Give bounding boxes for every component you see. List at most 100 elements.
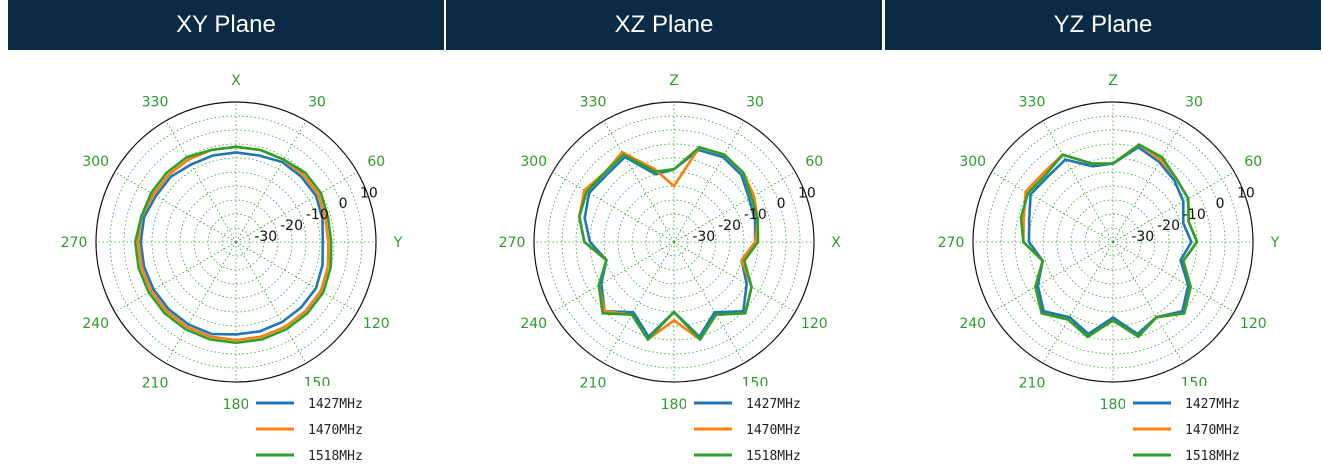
yz-plane-title: YZ Plane — [885, 0, 1321, 50]
grid-circle — [221, 227, 251, 257]
radial-tick-label: -30 — [254, 229, 277, 245]
grid-circle — [603, 171, 745, 313]
series-line-1470MHz — [577, 145, 760, 342]
angle-label: 270 — [499, 235, 526, 251]
grid-circle — [1098, 227, 1128, 257]
grid-spoke — [1112, 241, 1184, 364]
radial-tick-label: 0 — [777, 196, 786, 212]
angle-label: 330 — [580, 95, 607, 111]
grid-spoke — [114, 241, 237, 313]
grid-spoke — [235, 241, 358, 313]
xy-plane-title: XY Plane — [8, 0, 444, 50]
grid-spoke — [673, 241, 796, 313]
outer-circle — [972, 101, 1254, 383]
series-line-1518MHz — [133, 145, 333, 345]
grid-spoke — [552, 171, 675, 243]
legend-label: 1518MHz — [1185, 449, 1240, 464]
grid-circle — [1014, 143, 1212, 341]
angle-label: Y — [393, 235, 403, 251]
angle-label: 60 — [367, 154, 385, 170]
xy-plane-panel: XY Plane X 30 60 Y 120 150 180 210 240 270 300 330-… — [8, 0, 444, 470]
radial-tick-label: 0 — [1216, 196, 1225, 212]
radial-tick-label: -20 — [1157, 218, 1180, 234]
angle-label: 300 — [82, 154, 109, 170]
grid-spoke — [991, 171, 1114, 243]
legend-label: 1470MHz — [1185, 423, 1240, 438]
series-line-1470MHz — [136, 145, 330, 342]
grid-spoke — [235, 241, 307, 364]
legend-label: 1427MHz — [746, 397, 801, 412]
grid-circle — [193, 199, 279, 285]
angle-label: 180 — [1100, 397, 1127, 413]
angle-label: 240 — [520, 316, 547, 332]
radial-tick-label: 0 — [339, 196, 348, 212]
angle-label: 210 — [1019, 375, 1046, 391]
legend-label: 1427MHz — [308, 397, 363, 412]
angle-label: X — [231, 73, 241, 89]
xz-plane-panel: XZ Plane Z 30 60 X 120 150 180 210 240 270 300 330-… — [446, 0, 882, 470]
angle-label: 270 — [61, 235, 88, 251]
angle-label: 30 — [308, 95, 326, 111]
angle-label: Z — [1108, 73, 1118, 89]
xz-plane-title: XZ Plane — [446, 0, 882, 50]
grid-circle — [547, 115, 801, 369]
grid-spoke — [603, 241, 675, 364]
angle-label: 30 — [746, 95, 764, 111]
radial-tick-label: 10 — [360, 185, 378, 201]
grid-spoke — [1112, 120, 1184, 243]
grid-circle — [659, 227, 689, 257]
angle-label: 240 — [82, 316, 109, 332]
grid-circle — [575, 143, 773, 341]
radial-tick-label: 10 — [798, 185, 816, 201]
outer-circle — [95, 101, 377, 383]
radial-tick-label: -10 — [1183, 207, 1206, 223]
grid-circle — [1070, 199, 1156, 285]
grid-spoke — [1042, 120, 1114, 243]
grid-spoke — [552, 241, 675, 313]
angle-label: 120 — [801, 316, 828, 332]
grid-spoke — [114, 171, 237, 243]
angle-label: 180 — [661, 397, 688, 413]
legend-label: 1470MHz — [308, 423, 363, 438]
xy-polar-plot: X3060Y120150180210240270300330-30-20-100… — [61, 73, 403, 466]
legend-box — [1125, 386, 1277, 466]
radial-tick-label: -20 — [718, 218, 741, 234]
series-line-1518MHz — [577, 145, 760, 342]
grid-spoke — [165, 120, 237, 243]
angle-label: 300 — [520, 154, 547, 170]
radial-tick-label: 10 — [1237, 185, 1255, 201]
grid-circle — [986, 115, 1240, 369]
xz-polar-plot: Z3060X120150180210240270300330-30-20-100… — [499, 73, 841, 466]
radial-tick-label: -30 — [692, 229, 715, 245]
radial-tick-label: -10 — [306, 207, 329, 223]
grid-spoke — [235, 171, 358, 243]
grid-spoke — [235, 120, 307, 243]
grid-spoke — [1042, 241, 1114, 364]
grid-circle — [631, 199, 717, 285]
angle-label: Z — [669, 73, 679, 89]
grid-circle — [1042, 171, 1184, 313]
yz-plane-panel: YZ Plane Z 30 60 Y 120 150 180 210 240 270 300 330-… — [885, 0, 1321, 470]
grid-spoke — [603, 120, 675, 243]
series-line-1427MHz — [1027, 145, 1193, 336]
grid-spoke — [673, 171, 796, 243]
angle-label: 210 — [142, 375, 169, 391]
angle-label: 330 — [142, 95, 169, 111]
angle-label: Y — [1270, 235, 1280, 251]
outer-circle — [533, 101, 815, 383]
grid-circle — [109, 115, 363, 369]
angle-label: 120 — [1240, 316, 1267, 332]
angle-label: 120 — [363, 316, 390, 332]
legend-label: 1518MHz — [308, 449, 363, 464]
grid-circle — [165, 171, 307, 313]
angle-label: 270 — [938, 235, 965, 251]
radial-tick-label: -10 — [744, 207, 767, 223]
grid-spoke — [1112, 171, 1235, 243]
radial-tick-label: -30 — [1131, 229, 1154, 245]
angle-label: 60 — [1244, 154, 1262, 170]
legend-label: 1427MHz — [1185, 397, 1240, 412]
legend-box — [686, 386, 838, 466]
grid-spoke — [165, 241, 237, 364]
series-line-1427MHz — [139, 151, 325, 336]
angle-label: 180 — [223, 397, 250, 413]
